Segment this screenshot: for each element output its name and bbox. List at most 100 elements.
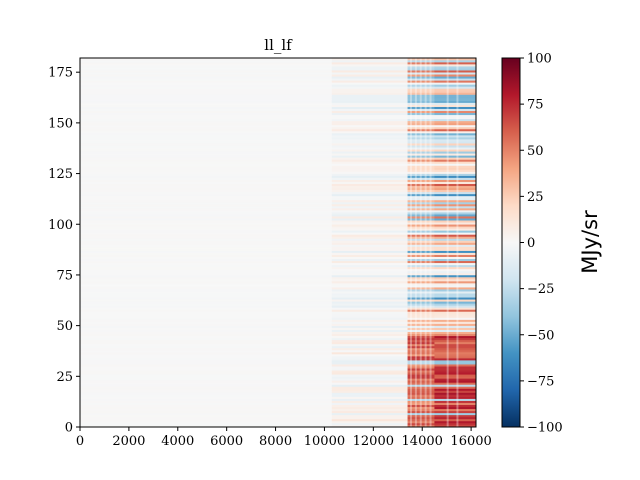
heatmap-cell-row: [434, 171, 476, 174]
heatmap-cell-row: [331, 82, 409, 85]
heatmap-cell-row: [407, 72, 435, 75]
heatmap-cell-row: [434, 128, 476, 132]
heatmap-cell-row: [407, 250, 435, 253]
heatmap-cell-row: [407, 151, 435, 154]
heatmap-cell-row: [407, 396, 435, 399]
heatmap-cell-row: [434, 321, 476, 324]
heatmap-cell-row: [407, 386, 435, 389]
heatmap-cell-row: [80, 165, 333, 168]
heatmap-cell-row: [407, 301, 435, 304]
heatmap-cell-row: [80, 287, 333, 290]
y-tick-label: 75: [56, 268, 73, 283]
heatmap-cell-row: [80, 276, 333, 280]
heatmap-cell-row: [331, 208, 409, 211]
heatmap-cell-row: [407, 70, 435, 73]
heatmap-cell-row: [434, 410, 476, 414]
heatmap-cell-row: [331, 216, 409, 219]
heatmap-cell-row: [80, 149, 333, 152]
heatmap-cell-row: [407, 193, 435, 197]
heatmap-cell-row: [434, 175, 476, 178]
heatmap-cell-row: [331, 313, 409, 316]
heatmap-cell-row: [80, 183, 333, 187]
heatmap-cell-row: [434, 418, 476, 422]
heatmap-cell-row: [407, 92, 435, 95]
heatmap-cell-row: [407, 378, 435, 381]
heatmap-cell-row: [80, 283, 333, 286]
colorbar-tick-label: 100: [527, 52, 552, 67]
heatmap-cell-row: [331, 258, 409, 262]
heatmap-cell-row: [80, 122, 333, 126]
heatmap-cell-row: [434, 319, 476, 322]
heatmap-cell-row: [434, 179, 476, 182]
heatmap-cell-row: [407, 392, 435, 395]
heatmap-cell-row: [407, 234, 435, 237]
heatmap-cell-row: [407, 258, 435, 262]
heatmap-cell-row: [407, 303, 435, 306]
heatmap-cell-row: [407, 420, 435, 424]
heatmap-cell-row: [80, 195, 333, 199]
heatmap-cell-row: [80, 130, 333, 134]
heatmap-cell-row: [80, 392, 333, 395]
heatmap-cell-row: [331, 151, 409, 154]
heatmap-cell-row: [80, 358, 333, 361]
colorbar-label: MJy/sr: [578, 210, 602, 274]
heatmap-cell-row: [331, 266, 409, 270]
heatmap-cell-row: [331, 382, 409, 385]
heatmap-cell-row: [434, 347, 476, 351]
heatmap-cell-row: [331, 104, 409, 107]
heatmap-cell-row: [331, 402, 409, 405]
heatmap-cell-row: [331, 155, 409, 158]
heatmap-cell-row: [434, 153, 476, 156]
heatmap-cell-row: [331, 343, 409, 347]
heatmap-cell-row: [80, 343, 333, 347]
heatmap-cell-row: [80, 76, 333, 79]
heatmap-cell-row: [407, 114, 435, 118]
heatmap-stripe: [456, 58, 459, 427]
heatmap-cell-row: [407, 325, 435, 328]
heatmap-cell-row: [80, 420, 333, 424]
heatmap-cell-row: [407, 416, 435, 420]
heatmap-cell-row: [331, 201, 409, 205]
heatmap-cell-row: [80, 313, 333, 316]
heatmap-cell-row: [80, 137, 333, 140]
heatmap-cell-row: [80, 157, 333, 160]
heatmap-cell-row: [331, 58, 409, 61]
heatmap-cell-row: [331, 356, 409, 359]
heatmap-cell-row: [434, 246, 476, 249]
heatmap-cell-row: [331, 424, 409, 427]
heatmap-cell-row: [434, 195, 476, 199]
heatmap-cell-row: [331, 311, 409, 314]
heatmap-cell-row: [434, 341, 476, 345]
heatmap-cell-row: [331, 118, 409, 122]
heatmap-cell-row: [331, 335, 409, 339]
heatmap-cell-row: [80, 384, 333, 387]
heatmap-cell-row: [80, 220, 333, 223]
heatmap-cell-row: [434, 388, 476, 391]
heatmap-cell-row: [407, 133, 435, 136]
heatmap-cell-row: [331, 305, 409, 308]
heatmap-cell-row: [80, 396, 333, 399]
heatmap-cell-row: [407, 343, 435, 347]
heatmap-cell-row: [331, 354, 409, 357]
heatmap-cell-row: [407, 278, 435, 282]
heatmap-cell-row: [407, 82, 435, 85]
heatmap-cell-row: [80, 374, 333, 377]
heatmap-cell-row: [434, 313, 476, 316]
heatmap-cell-row: [80, 260, 333, 264]
heatmap-cell-row: [80, 58, 333, 61]
heatmap-cell-row: [80, 139, 333, 142]
heatmap-cell-row: [331, 120, 409, 124]
heatmap-cell-row: [407, 165, 435, 168]
heatmap-cell-row: [407, 254, 435, 257]
heatmap-cell-row: [434, 264, 476, 268]
x-tick-label: 8000: [259, 434, 292, 449]
heatmap-cell-row: [407, 281, 435, 284]
heatmap-cell-row: [331, 264, 409, 268]
heatmap-cell-row: [80, 240, 333, 243]
heatmap-cell-row: [434, 354, 476, 357]
heatmap-cell-row: [331, 349, 409, 353]
heatmap-cell-row: [80, 281, 333, 284]
heatmap-cell-row: [80, 120, 333, 124]
heatmap-cell-row: [434, 100, 476, 103]
heatmap-cell-row: [407, 147, 435, 150]
